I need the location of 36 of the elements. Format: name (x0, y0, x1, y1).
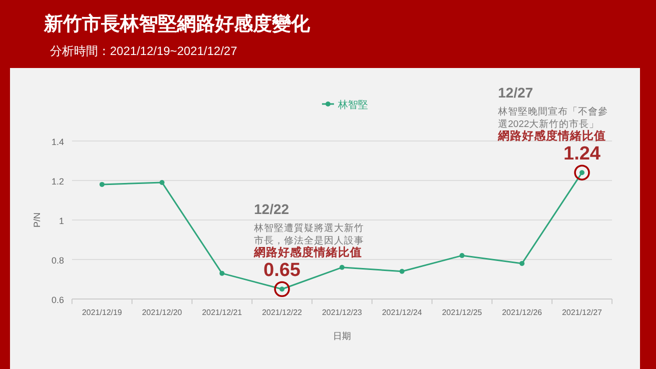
x-tick-label: 2021/12/25 (442, 308, 483, 317)
text: 林智堅晚間宣布「不會參 (497, 106, 608, 118)
chart-title: 新竹市長林智堅網路好感度變化 (43, 13, 311, 35)
annotation: 1.24 (564, 144, 601, 165)
x-tick-label: 2021/12/26 (502, 308, 543, 317)
point (160, 180, 164, 185)
annotation: 網路好感度情緒比值 (497, 128, 606, 143)
x-tick-label: 2021/12/24 (382, 308, 423, 317)
point (340, 264, 344, 270)
y-axis-title: P/N (32, 212, 42, 228)
x-axis-title: 日期 (333, 331, 351, 341)
point (460, 253, 464, 258)
point (100, 182, 104, 187)
annotation: 林智堅遭質疑將選大新竹 (253, 222, 364, 234)
text: 選2022大新竹的市長」 (498, 118, 600, 130)
point (520, 260, 524, 266)
y-tick-label: 0.8 (51, 256, 64, 266)
x-tick-label: 2021/12/23 (322, 308, 363, 317)
annotation: 網路好感度情緒比值 (253, 245, 362, 260)
annotation: 12/22 (254, 201, 290, 218)
text: 12/27 (498, 84, 534, 101)
x-tick-label: 2021/12/20 (142, 308, 183, 317)
point (400, 268, 404, 274)
y-tick-label: 0.6 (51, 295, 64, 305)
legend-label: 林智堅 (337, 99, 368, 111)
y-tick-label: 1.4 (51, 137, 64, 147)
annotation: 0.65 (264, 260, 301, 282)
x-tick-label: 2021/12/22 (262, 308, 303, 317)
x-tick-label: 2021/12/27 (562, 308, 603, 317)
y-tick-label: 1.2 (51, 176, 64, 186)
x-tick-label: 2021/12/21 (202, 308, 243, 317)
chart-subtitle: 分析時間：2021/12/19~2021/12/27 (50, 44, 238, 58)
point (220, 270, 224, 276)
x-tick-label: 2021/12/19 (82, 308, 123, 317)
annotation: 市長，修法全是因人設事 (254, 234, 364, 247)
y-tick-label: 1 (58, 216, 64, 226)
